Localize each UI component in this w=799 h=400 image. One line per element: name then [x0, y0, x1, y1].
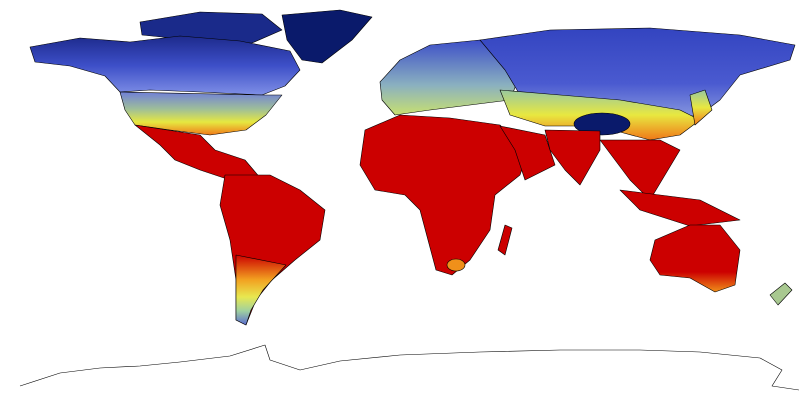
southeast-asia	[599, 139, 681, 201]
landmasses	[19, 9, 799, 391]
canada-alaska	[29, 35, 301, 96]
new-zealand	[769, 282, 793, 306]
south-africa-highland	[446, 258, 466, 272]
usa	[119, 91, 283, 136]
europe	[379, 39, 521, 116]
australia	[649, 224, 741, 293]
japan	[689, 89, 713, 126]
arctic-islands	[139, 11, 283, 44]
india	[544, 129, 601, 186]
arabia	[499, 125, 556, 181]
indonesia	[619, 189, 741, 227]
africa	[359, 114, 526, 276]
tibet	[573, 112, 631, 136]
south-cone	[235, 254, 287, 326]
greenland	[281, 9, 373, 64]
antarctica	[19, 344, 799, 391]
madagascar	[497, 224, 513, 256]
